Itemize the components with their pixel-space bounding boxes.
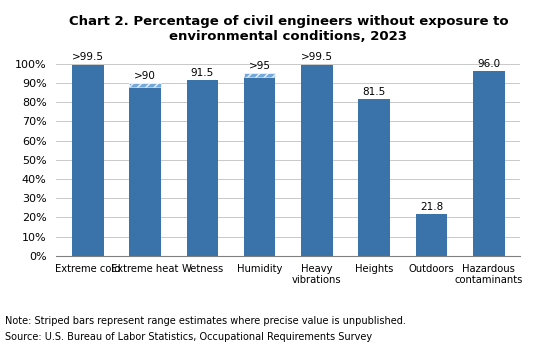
Text: >99.5: >99.5 xyxy=(301,52,333,62)
Bar xyxy=(72,65,103,256)
Bar xyxy=(301,65,333,256)
Bar xyxy=(187,80,218,256)
Text: >95: >95 xyxy=(249,61,270,71)
Text: Note: Striped bars represent range estimates where precise value is unpublished.: Note: Striped bars represent range estim… xyxy=(5,316,406,326)
Bar xyxy=(244,77,275,256)
Text: >90: >90 xyxy=(134,71,156,81)
Bar xyxy=(244,73,275,77)
Bar xyxy=(244,73,275,77)
Text: 81.5: 81.5 xyxy=(362,87,386,97)
Text: 91.5: 91.5 xyxy=(191,68,214,78)
Title: Chart 2. Percentage of civil engineers without exposure to
environmental conditi: Chart 2. Percentage of civil engineers w… xyxy=(69,15,508,43)
Bar xyxy=(129,83,161,87)
Bar xyxy=(359,99,390,256)
Bar xyxy=(473,71,505,256)
Text: 96.0: 96.0 xyxy=(477,59,500,69)
Bar xyxy=(129,87,161,256)
Text: Source: U.S. Bureau of Labor Statistics, Occupational Requirements Survey: Source: U.S. Bureau of Labor Statistics,… xyxy=(5,332,373,342)
Text: >99.5: >99.5 xyxy=(72,52,104,62)
Bar xyxy=(129,83,161,87)
Text: 21.8: 21.8 xyxy=(420,202,443,212)
Bar xyxy=(415,214,447,256)
